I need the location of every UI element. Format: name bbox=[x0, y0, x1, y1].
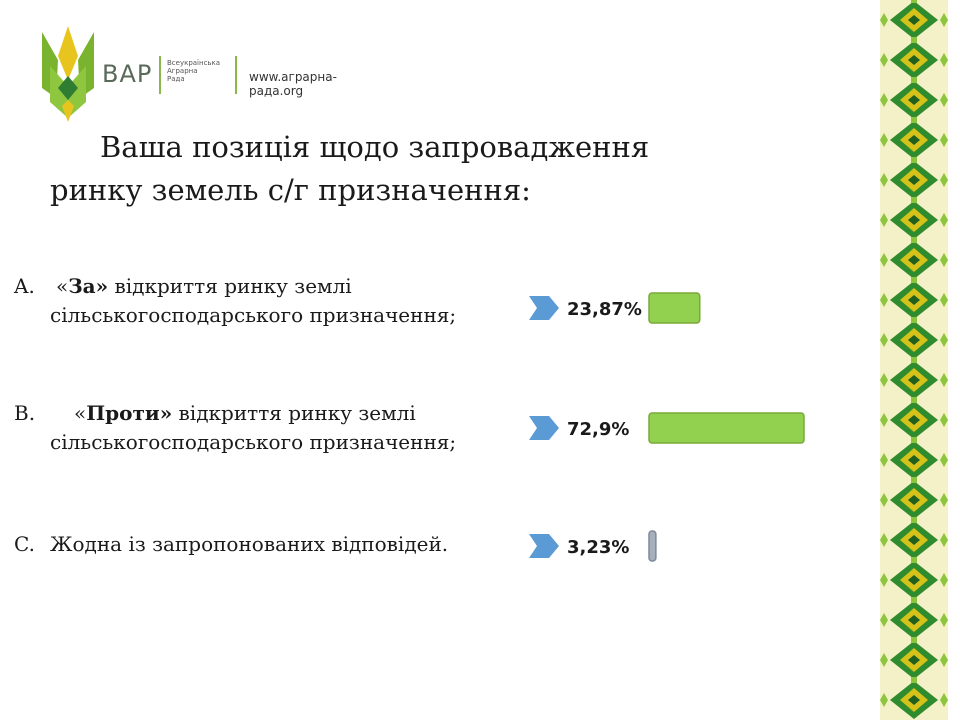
row-arrow-icon bbox=[529, 534, 559, 558]
trident-logo-icon bbox=[42, 26, 94, 122]
row-arrow-icon bbox=[529, 416, 559, 440]
website-link: www.аграрна-рада.org bbox=[249, 70, 337, 98]
brand-name: ВАР bbox=[102, 60, 153, 88]
option-text: Жодна із запропонованих відповідей. bbox=[50, 532, 449, 556]
option-text-line2: сільськогосподарського призначення; bbox=[50, 303, 457, 327]
option-text: «За» відкриття ринку землі bbox=[50, 272, 352, 301]
title-line-2: ринку земель с/г призначення: bbox=[50, 173, 531, 207]
title-line-1: Ваша позиція щодо запровадження bbox=[100, 130, 650, 164]
option-keyword: Проти» bbox=[86, 401, 173, 425]
option-letter: C. bbox=[14, 532, 35, 556]
org-line: Аграрна bbox=[167, 67, 198, 75]
logo-divider bbox=[235, 56, 237, 94]
row-arrow-icon bbox=[529, 296, 559, 320]
result-bar bbox=[648, 292, 701, 324]
logo-divider bbox=[159, 56, 161, 94]
logo: ВАР Всеукраїнська Аграрна Рада www.аграр… bbox=[42, 26, 382, 126]
ornament-border bbox=[880, 0, 948, 720]
org-line: Рада bbox=[167, 75, 185, 83]
option-text-line2: сільськогосподарського призначення; bbox=[50, 430, 457, 454]
result-bar bbox=[648, 412, 805, 444]
option-text: «Проти» відкриття ринку землі bbox=[50, 399, 416, 428]
value-label: 23,87% bbox=[567, 299, 642, 320]
value-label: 72,9% bbox=[567, 419, 629, 440]
result-bar bbox=[648, 530, 657, 562]
quote: « bbox=[74, 401, 87, 425]
option-keyword: За» bbox=[68, 274, 109, 298]
chart-canvas: 23,87% 72,9% 3,23% bbox=[529, 292, 805, 562]
org-name: Всеукраїнська Аграрна Рада bbox=[167, 59, 220, 83]
embroidery-pattern-icon bbox=[880, 0, 948, 720]
slide-title: Ваша позиція щодо запровадження ринку зе… bbox=[50, 126, 770, 212]
option-letter: A. bbox=[14, 274, 35, 298]
option-rest: відкриття ринку землі bbox=[172, 401, 416, 425]
org-line: Всеукраїнська bbox=[167, 59, 221, 67]
option-rest: відкриття ринку землі bbox=[108, 274, 352, 298]
value-label: 3,23% bbox=[567, 537, 629, 558]
results-chart: 23,87% 72,9% 3,23% bbox=[524, 280, 864, 580]
option-letter: B. bbox=[14, 401, 36, 425]
quote: « bbox=[56, 274, 69, 298]
